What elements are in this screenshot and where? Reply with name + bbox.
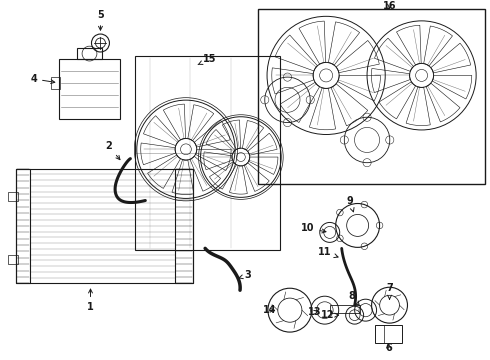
Bar [77, 48, 102, 59]
Text: 5: 5 [97, 10, 104, 30]
Text: 3: 3 [239, 270, 251, 280]
Text: 7: 7 [386, 283, 393, 299]
Bar [258, 9, 485, 184]
Text: 13: 13 [308, 307, 321, 317]
Bar [135, 56, 280, 250]
Bar [8, 255, 18, 264]
Bar [50, 77, 60, 89]
Text: 9: 9 [346, 195, 354, 212]
Text: 14: 14 [263, 305, 277, 315]
Bar [374, 325, 402, 343]
Text: 12: 12 [321, 310, 339, 320]
Text: 8: 8 [348, 291, 360, 306]
Bar [16, 168, 193, 283]
Text: 4: 4 [30, 74, 55, 84]
Text: 2: 2 [105, 141, 120, 159]
Text: 15: 15 [198, 54, 217, 64]
Bar [8, 192, 18, 201]
Text: 6: 6 [385, 343, 392, 353]
Text: 16: 16 [383, 1, 396, 11]
Bar [330, 305, 360, 313]
Bar [59, 59, 121, 119]
Text: 1: 1 [87, 289, 94, 312]
Text: 10: 10 [301, 224, 326, 233]
Bar [175, 168, 193, 283]
Text: 11: 11 [318, 247, 338, 257]
Bar [16, 168, 30, 283]
